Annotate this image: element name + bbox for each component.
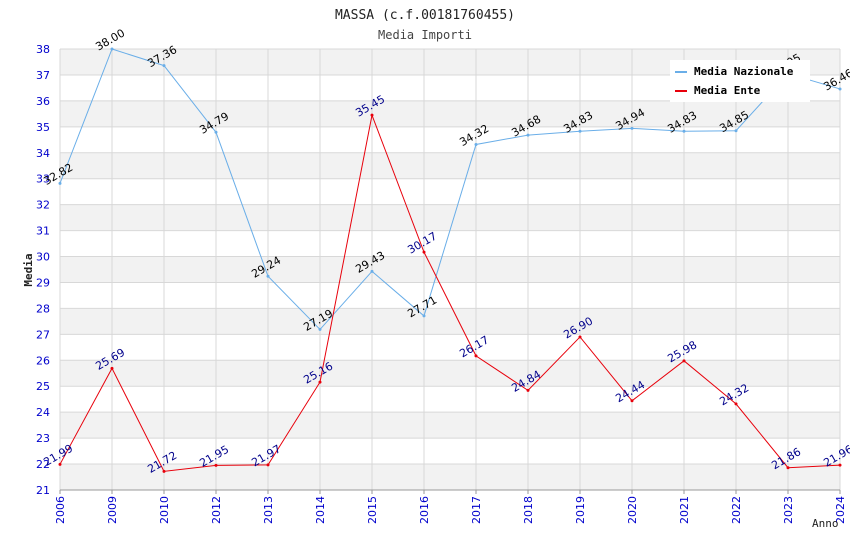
chart-title: MASSA (c.f.00181760455) [335, 8, 515, 23]
data-point-media-ente [318, 380, 322, 384]
data-label-media-ente: 26.17 [457, 333, 491, 360]
legend-label-media-nazionale: Media Nazionale [694, 65, 794, 78]
data-point-media-ente [58, 462, 62, 466]
y-axis-ticks: 21 22 23 24 25 26 27 28 29 30 31 32 33 34 35 36 37 38 [36, 43, 50, 497]
x-tick-label: 2014 [314, 496, 327, 524]
data-point-media-ente [370, 113, 374, 117]
y-axis-label: Media [22, 253, 35, 286]
y-tick-label: 36 [36, 95, 50, 108]
y-tick-label: 26 [36, 354, 50, 367]
x-tick-label: 2016 [418, 496, 431, 524]
data-point-media-nazionale [214, 130, 218, 134]
legend: Media Nazionale Media Ente [670, 60, 810, 102]
x-tick-label: 2020 [626, 496, 639, 524]
y-tick-label: 29 [36, 276, 50, 289]
data-point-media-nazionale [370, 269, 374, 273]
data-point-media-ente [630, 399, 634, 403]
y-tick-label: 30 [36, 251, 50, 264]
x-tick-label: 2006 [54, 496, 67, 524]
y-tick-label: 27 [36, 328, 50, 341]
x-tick-label: 2024 [834, 496, 847, 524]
data-point-media-ente [578, 335, 582, 339]
legend-box [670, 60, 810, 102]
data-label-media-ente: 30.17 [405, 230, 439, 257]
plot-band [60, 412, 840, 439]
data-point-media-ente [734, 402, 738, 406]
data-point-media-ente [266, 463, 270, 467]
y-tick-label: 24 [36, 406, 50, 419]
series-group [58, 47, 842, 473]
y-tick-label: 33 [36, 173, 50, 186]
data-point-media-ente [526, 388, 530, 392]
x-tick-label: 2022 [730, 496, 743, 524]
data-point-media-ente [214, 463, 218, 467]
plot-band [60, 100, 840, 127]
data-point-media-nazionale [682, 129, 686, 133]
y-tick-label: 21 [36, 484, 50, 497]
data-point-media-ente [474, 354, 478, 358]
data-point-media-nazionale [578, 129, 582, 133]
data-point-media-ente [110, 366, 114, 370]
data-point-media-nazionale [474, 142, 478, 146]
data-point-media-nazionale [734, 129, 738, 133]
data-point-media-nazionale [58, 181, 62, 185]
plot-band [60, 152, 840, 179]
data-point-media-ente [786, 466, 790, 470]
y-tick-label: 37 [36, 69, 50, 82]
data-point-media-nazionale [630, 126, 634, 130]
data-point-media-nazionale [526, 133, 530, 137]
x-tick-label: 2009 [106, 496, 119, 524]
data-point-media-ente [422, 250, 426, 254]
x-tick-label: 2013 [262, 496, 275, 524]
data-label-media-nazionale: 32.82 [41, 161, 75, 188]
data-point-media-nazionale [422, 314, 426, 318]
x-tick-label: 2017 [470, 496, 483, 524]
x-axis-label: Anno [812, 517, 839, 530]
y-tick-label: 25 [36, 380, 50, 393]
x-tick-label: 2023 [782, 496, 795, 524]
data-point-media-nazionale [838, 87, 842, 91]
data-point-media-nazionale [110, 47, 114, 51]
y-tick-label: 32 [36, 199, 50, 212]
data-point-media-ente [838, 463, 842, 467]
plot-band [60, 256, 840, 283]
x-tick-label: 2012 [210, 496, 223, 524]
y-tick-label: 34 [36, 147, 50, 160]
plot-band [60, 360, 840, 387]
data-point-media-nazionale [162, 64, 166, 68]
data-point-media-ente [162, 469, 166, 473]
x-tick-label: 2019 [574, 496, 587, 524]
y-tick-label: 31 [36, 225, 50, 238]
y-tick-label: 28 [36, 302, 50, 315]
x-tick-label: 2010 [158, 496, 171, 524]
data-point-media-ente [682, 359, 686, 363]
data-point-media-nazionale [266, 274, 270, 278]
legend-label-media-ente: Media Ente [694, 84, 761, 97]
y-tick-label: 23 [36, 432, 50, 445]
chart-subtitle: Media Importi [378, 28, 472, 42]
data-point-media-nazionale [318, 327, 322, 331]
y-tick-label: 35 [36, 121, 50, 134]
x-tick-label: 2021 [678, 496, 691, 524]
x-tick-label: 2015 [366, 496, 379, 524]
x-axis-ticks: 2006 2009 2010 2012 2013 2014 2015 2016 2017 2018… [54, 496, 847, 524]
x-tick-label: 2018 [522, 496, 535, 524]
series-line-media-ente [59, 113, 841, 472]
plot-bands [60, 49, 840, 490]
plot-band [60, 464, 840, 490]
y-tick-label: 38 [36, 43, 50, 56]
plot-band [60, 204, 840, 231]
y-tick-label: 22 [36, 458, 50, 471]
plot-band [60, 308, 840, 335]
series-line-media-nazionale [59, 48, 841, 331]
